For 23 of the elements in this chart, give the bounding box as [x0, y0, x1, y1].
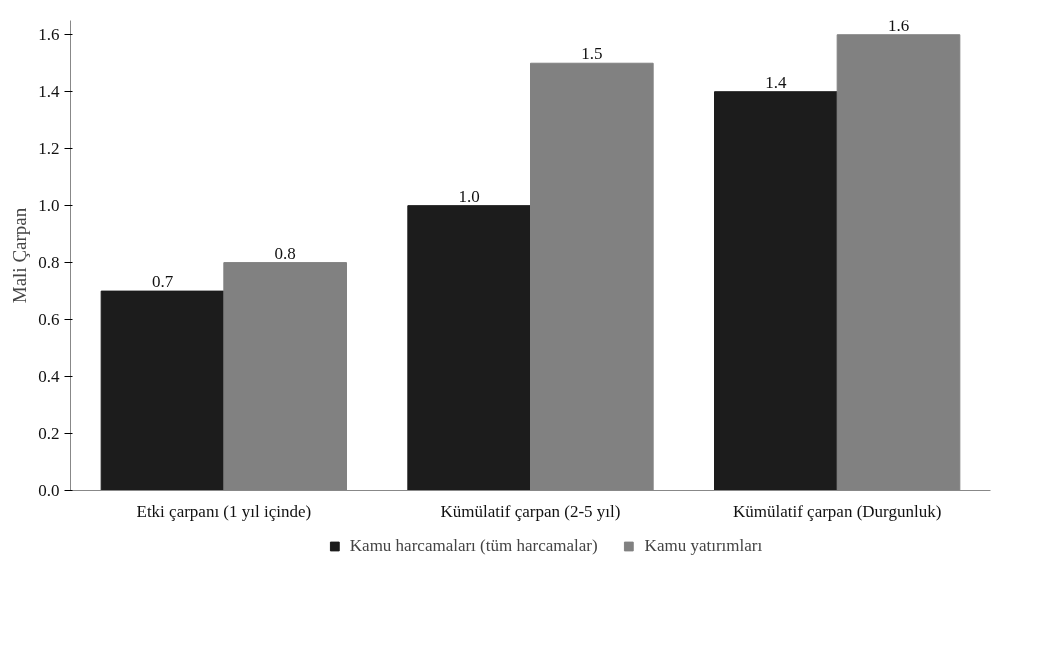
x-tick-label: Kümülatif çarpan (2-5 yıl) [440, 501, 621, 521]
y-tick-label: 1.6 [38, 25, 60, 45]
legend-label: Kamu yatırımları [644, 535, 763, 556]
y-tick-label: 1.4 [38, 82, 60, 102]
legend-label: Kamu harcamaları (tüm harcamalar) [349, 535, 598, 556]
y-tick-label: 1.0 [38, 196, 60, 216]
y-axis-title: Mali Çarpan [9, 207, 31, 304]
y-tick-label: 0.8 [38, 253, 60, 273]
x-tick-label: Etki çarpanı (1 yıl içinde) [136, 501, 312, 521]
y-tick-label: 0.0 [38, 481, 60, 500]
y-tick-label: 1.2 [38, 139, 60, 159]
data-label: 0.7 [151, 272, 174, 292]
x-tick-label: Kümülatif çarpan (Durgunluk) [732, 501, 942, 521]
bar [407, 205, 531, 491]
data-label: 0.8 [274, 243, 296, 263]
data-label: 1.0 [458, 186, 480, 206]
bar [714, 91, 838, 491]
y-tick-label: 0.2 [38, 424, 60, 444]
y-tick-label: 0.6 [38, 310, 60, 330]
y-tick-label: 0.4 [38, 367, 60, 387]
data-label: 1.5 [581, 44, 603, 64]
bar [100, 290, 225, 491]
data-label: 1.4 [765, 72, 787, 92]
